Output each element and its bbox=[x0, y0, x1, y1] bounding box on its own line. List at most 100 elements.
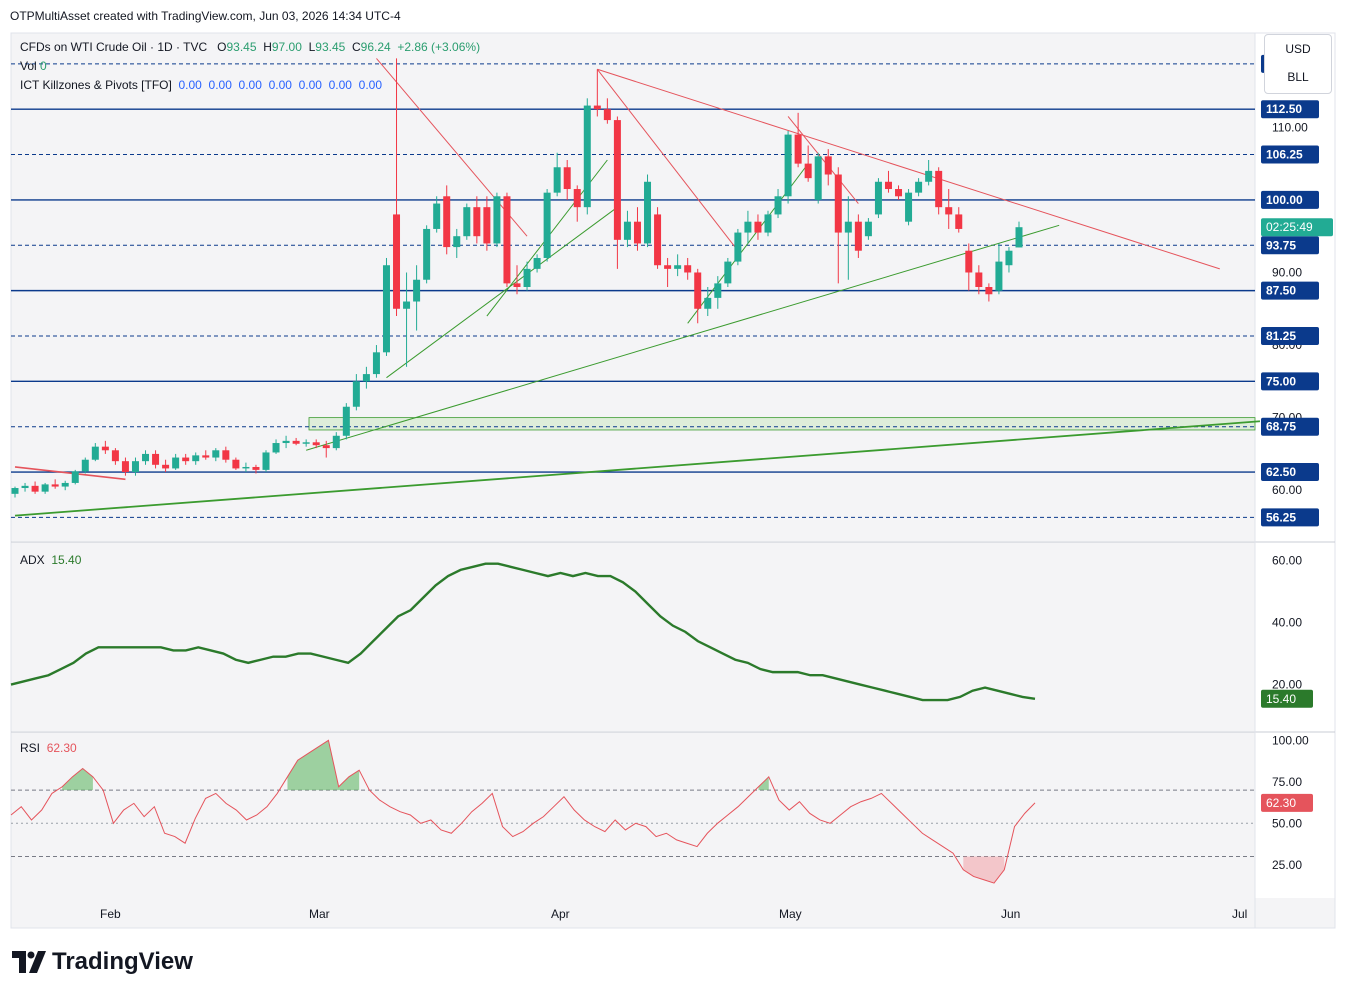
candle-body bbox=[684, 265, 692, 273]
candle-body bbox=[31, 485, 39, 492]
unit-bll-button[interactable]: BLL bbox=[1287, 70, 1309, 84]
candle-body bbox=[985, 287, 993, 295]
level-tag-label: 81.25 bbox=[1266, 329, 1296, 343]
adx-last-tag bbox=[1261, 689, 1313, 708]
level-tag bbox=[1261, 326, 1319, 345]
volume-legend[interactable]: Vol 0 bbox=[20, 59, 47, 73]
low-label: L bbox=[308, 40, 316, 54]
candle-body bbox=[523, 268, 531, 287]
candle-body bbox=[252, 466, 260, 470]
candle-body bbox=[382, 265, 390, 353]
rising-support-trendline bbox=[306, 224, 1060, 451]
candle-body bbox=[172, 457, 180, 469]
adx-tick-label: 20.00 bbox=[1272, 678, 1302, 692]
symbol-name[interactable]: CFDs on WTI Crude Oil · 1D · TVC bbox=[20, 40, 208, 54]
level-tag bbox=[1261, 281, 1319, 300]
tradingview-brand[interactable]: TradingView bbox=[12, 948, 193, 976]
falling-resistance-trendline bbox=[14, 466, 126, 481]
rsi-tick-label: 50.00 bbox=[1272, 816, 1302, 830]
level-tag bbox=[1261, 236, 1319, 255]
close-value: 96.24 bbox=[360, 40, 391, 54]
time-tick-label: Feb bbox=[100, 907, 121, 921]
candle-body bbox=[694, 272, 702, 309]
candle-body bbox=[824, 156, 832, 175]
candle-body bbox=[804, 163, 812, 179]
candle-body bbox=[884, 181, 892, 190]
rsi-overbought-fill bbox=[62, 768, 93, 791]
time-tick-label: Mar bbox=[309, 907, 330, 921]
candle-body bbox=[282, 440, 290, 444]
candle-body bbox=[834, 174, 842, 233]
price-tick-label: 110.00 bbox=[1272, 120, 1308, 134]
candle-body bbox=[935, 170, 943, 208]
rsi-last-tag bbox=[1261, 793, 1313, 812]
candle-body bbox=[493, 196, 501, 244]
candle-body bbox=[744, 221, 752, 233]
indicator-values: 0.00 0.00 0.00 0.00 0.00 0.00 0.00 bbox=[178, 78, 383, 92]
candle-body bbox=[633, 221, 641, 244]
rsi-pane-background bbox=[11, 732, 1255, 898]
rsi-legend[interactable]: RSI 62.30 bbox=[20, 741, 77, 755]
candle-body bbox=[734, 232, 742, 262]
candle-body bbox=[915, 181, 923, 193]
candle-body bbox=[895, 189, 903, 197]
level-tag bbox=[1261, 417, 1319, 436]
level-tag bbox=[1261, 190, 1319, 209]
candle-body bbox=[131, 461, 139, 473]
candle-body bbox=[563, 167, 571, 190]
candle-body bbox=[794, 134, 802, 164]
level-tag-label: 56.25 bbox=[1266, 510, 1296, 524]
candle-body bbox=[101, 446, 109, 451]
candle-body bbox=[593, 105, 601, 110]
candle-body bbox=[423, 228, 431, 280]
adx-line bbox=[10, 562, 1036, 702]
candle-body bbox=[1005, 250, 1013, 266]
candle-body bbox=[302, 442, 310, 444]
candle-body bbox=[91, 446, 99, 460]
symbol-legend[interactable]: CFDs on WTI Crude Oil · 1D · TVC O93.45 … bbox=[20, 40, 480, 54]
demand-zone-band bbox=[308, 417, 1256, 431]
candle-body bbox=[513, 283, 521, 287]
candle-body bbox=[232, 459, 240, 469]
countdown-tag bbox=[1261, 218, 1333, 237]
vol-value: 0 bbox=[40, 59, 47, 73]
level-tag bbox=[1261, 372, 1319, 391]
change-value: +2.86 (+3.06%) bbox=[397, 40, 481, 54]
vol-label: Vol bbox=[20, 59, 37, 73]
time-tick-label: Apr bbox=[551, 907, 570, 921]
candle-body bbox=[51, 484, 59, 487]
candle-body bbox=[453, 236, 461, 248]
currency-selector[interactable] bbox=[1264, 34, 1332, 94]
level-tag bbox=[1261, 508, 1319, 527]
candle-body bbox=[864, 221, 872, 237]
candle-body bbox=[714, 283, 722, 298]
candle-body bbox=[764, 214, 772, 233]
candle-body bbox=[623, 221, 631, 240]
falling-resistance-trendline bbox=[787, 116, 859, 204]
indicator-legend[interactable]: ICT Killzones & Pivots [TFO] 0.00 0.00 0… bbox=[20, 78, 382, 92]
candle-body bbox=[142, 453, 150, 462]
level-tag-label: 68.75 bbox=[1266, 420, 1296, 434]
candle-body bbox=[433, 203, 441, 229]
candle-body bbox=[222, 450, 230, 460]
candle-body bbox=[81, 459, 89, 472]
candle-body bbox=[242, 466, 250, 469]
candle-body bbox=[473, 207, 481, 237]
candle-body bbox=[483, 207, 491, 244]
candle-body bbox=[342, 406, 350, 436]
candle-body bbox=[372, 352, 380, 375]
currency-usd-button[interactable]: USD bbox=[1285, 42, 1311, 56]
candle-body bbox=[814, 156, 822, 200]
candle-body bbox=[674, 265, 682, 269]
candle-body bbox=[212, 450, 220, 458]
level-tag-label: 106.25 bbox=[1266, 148, 1303, 162]
rsi-label: RSI bbox=[20, 741, 41, 755]
adx-value: 15.40 bbox=[51, 553, 82, 567]
adx-legend[interactable]: ADX 15.40 bbox=[20, 553, 81, 567]
low-value: 93.45 bbox=[315, 40, 346, 54]
candle-body bbox=[955, 214, 963, 229]
candle-body bbox=[613, 120, 621, 240]
candle-body bbox=[644, 181, 652, 244]
rsi-last-label: 62.30 bbox=[1266, 796, 1296, 810]
candle-body bbox=[443, 196, 451, 248]
